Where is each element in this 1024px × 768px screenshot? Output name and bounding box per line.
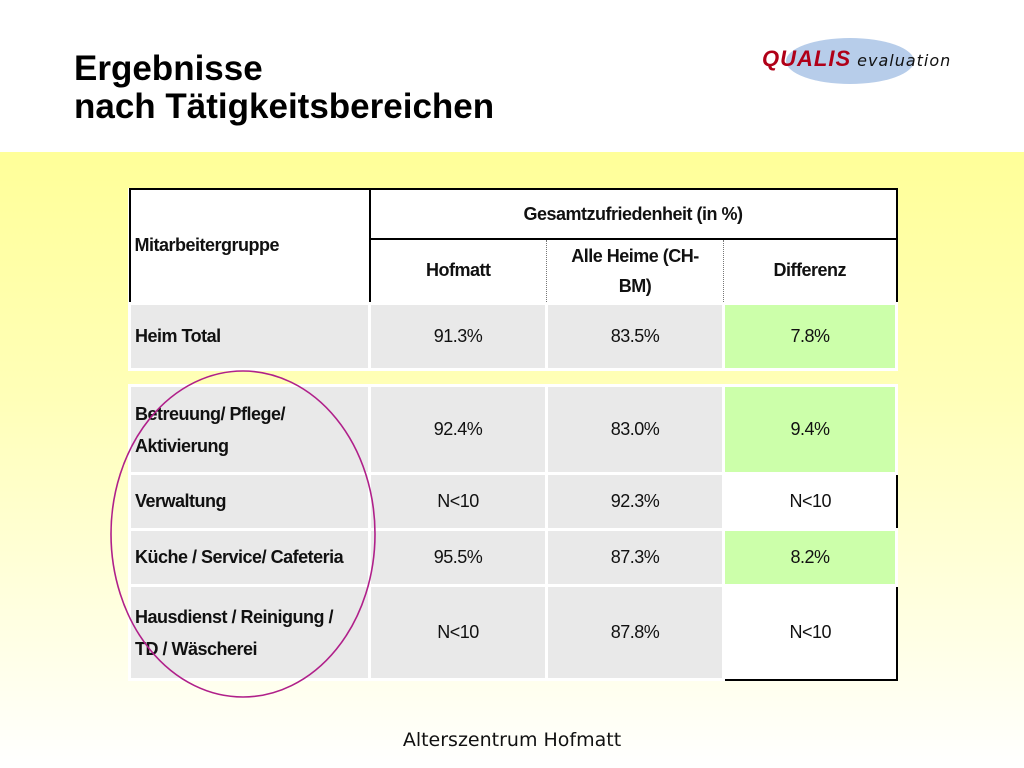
cell-hofmatt: N<10 <box>368 472 548 531</box>
table-row: Verwaltung N<10 92.3% N<10 <box>128 472 897 531</box>
header-gesamtzufriedenheit: Gesamtzufriedenheit (in %) <box>369 189 897 240</box>
footer-text: Alterszentrum Hofmatt <box>402 729 622 751</box>
logo-suffix: evaluation <box>857 51 952 70</box>
header-alle-heime-line-2: BM) <box>618 275 652 296</box>
logo-ellipse <box>786 38 914 84</box>
cell-differenz: N<10 <box>723 585 897 680</box>
row-label-line-2: Aktivierung <box>135 435 229 456</box>
cell-differenz: 8.2% <box>722 528 898 587</box>
row-label-kueche: Küche / Service/ Cafeteria <box>128 528 371 587</box>
cell-alle-heime: 83.5% <box>545 301 725 371</box>
row-label-line-1: Betreuung/ Pflege/ <box>135 403 286 424</box>
cell-differenz: N<10 <box>723 473 897 530</box>
cell-hofmatt: 95.5% <box>368 528 548 587</box>
header-alle-heime-line-1: Alle Heime (CH- <box>571 245 699 266</box>
header-mitarbeitergruppe: Mitarbeitergruppe <box>129 189 371 304</box>
header-alle-heime: Alle Heime (CH- BM) <box>546 239 724 304</box>
table-row: Betreuung/ Pflege/Aktivierung 92.4% 83.0… <box>128 384 898 475</box>
table-row-heim-total: Heim Total 91.3% 83.5% 7.8% <box>128 301 898 371</box>
header-differenz: Differenz <box>723 239 897 304</box>
cell-alle-heime: 87.3% <box>545 528 725 587</box>
row-label-line-1: Hausdienst / Reinigung / <box>135 606 334 627</box>
slide-title: Ergebnisse nach Tätigkeitsbereichen <box>74 50 494 126</box>
cell-hofmatt: 92.4% <box>368 384 548 475</box>
table-row: Hausdienst / Reinigung / TD / Wäscherei N… <box>128 584 897 681</box>
table-row: Küche / Service/ Cafeteria 95.5% 87.3% 8… <box>128 528 898 587</box>
row-label-hausdienst: Hausdienst / Reinigung / TD / Wäscherei <box>128 584 371 681</box>
qualis-logo: QUALIS evaluation <box>762 46 951 72</box>
row-label-verwaltung: Verwaltung <box>128 472 371 531</box>
slide-title-line-2: nach Tätigkeitsbereichen <box>74 87 495 126</box>
cell-alle-heime: 83.0% <box>545 384 725 475</box>
header-row-main: Mitarbeitergruppe Gesamtzufriedenheit (i… <box>129 189 897 304</box>
cell-differenz: 9.4% <box>722 384 898 475</box>
cell-hofmatt: 91.3% <box>368 301 548 371</box>
cell-alle-heime: 87.8% <box>545 584 725 681</box>
satisfaction-summary-table: Mitarbeitergruppe Gesamtzufriedenheit (i… <box>128 188 898 371</box>
slide-title-line-1: Ergebnisse <box>74 49 263 88</box>
row-label-line-2: TD / Wäscherei <box>135 638 258 659</box>
satisfaction-groups-table: Betreuung/ Pflege/Aktivierung 92.4% 83.0… <box>128 384 898 681</box>
cell-differenz: 7.8% <box>722 301 898 371</box>
cell-alle-heime: 92.3% <box>545 472 725 531</box>
header-row-sub: Hofmatt Alle Heime (CH- BM) Differenz <box>130 239 897 304</box>
row-label-heim-total: Heim Total <box>128 301 371 371</box>
logo-brand: QUALIS <box>762 46 852 71</box>
header-hofmatt: Hofmatt <box>369 239 547 304</box>
cell-hofmatt: N<10 <box>368 584 548 681</box>
row-label-betreuung: Betreuung/ Pflege/Aktivierung <box>128 384 371 475</box>
